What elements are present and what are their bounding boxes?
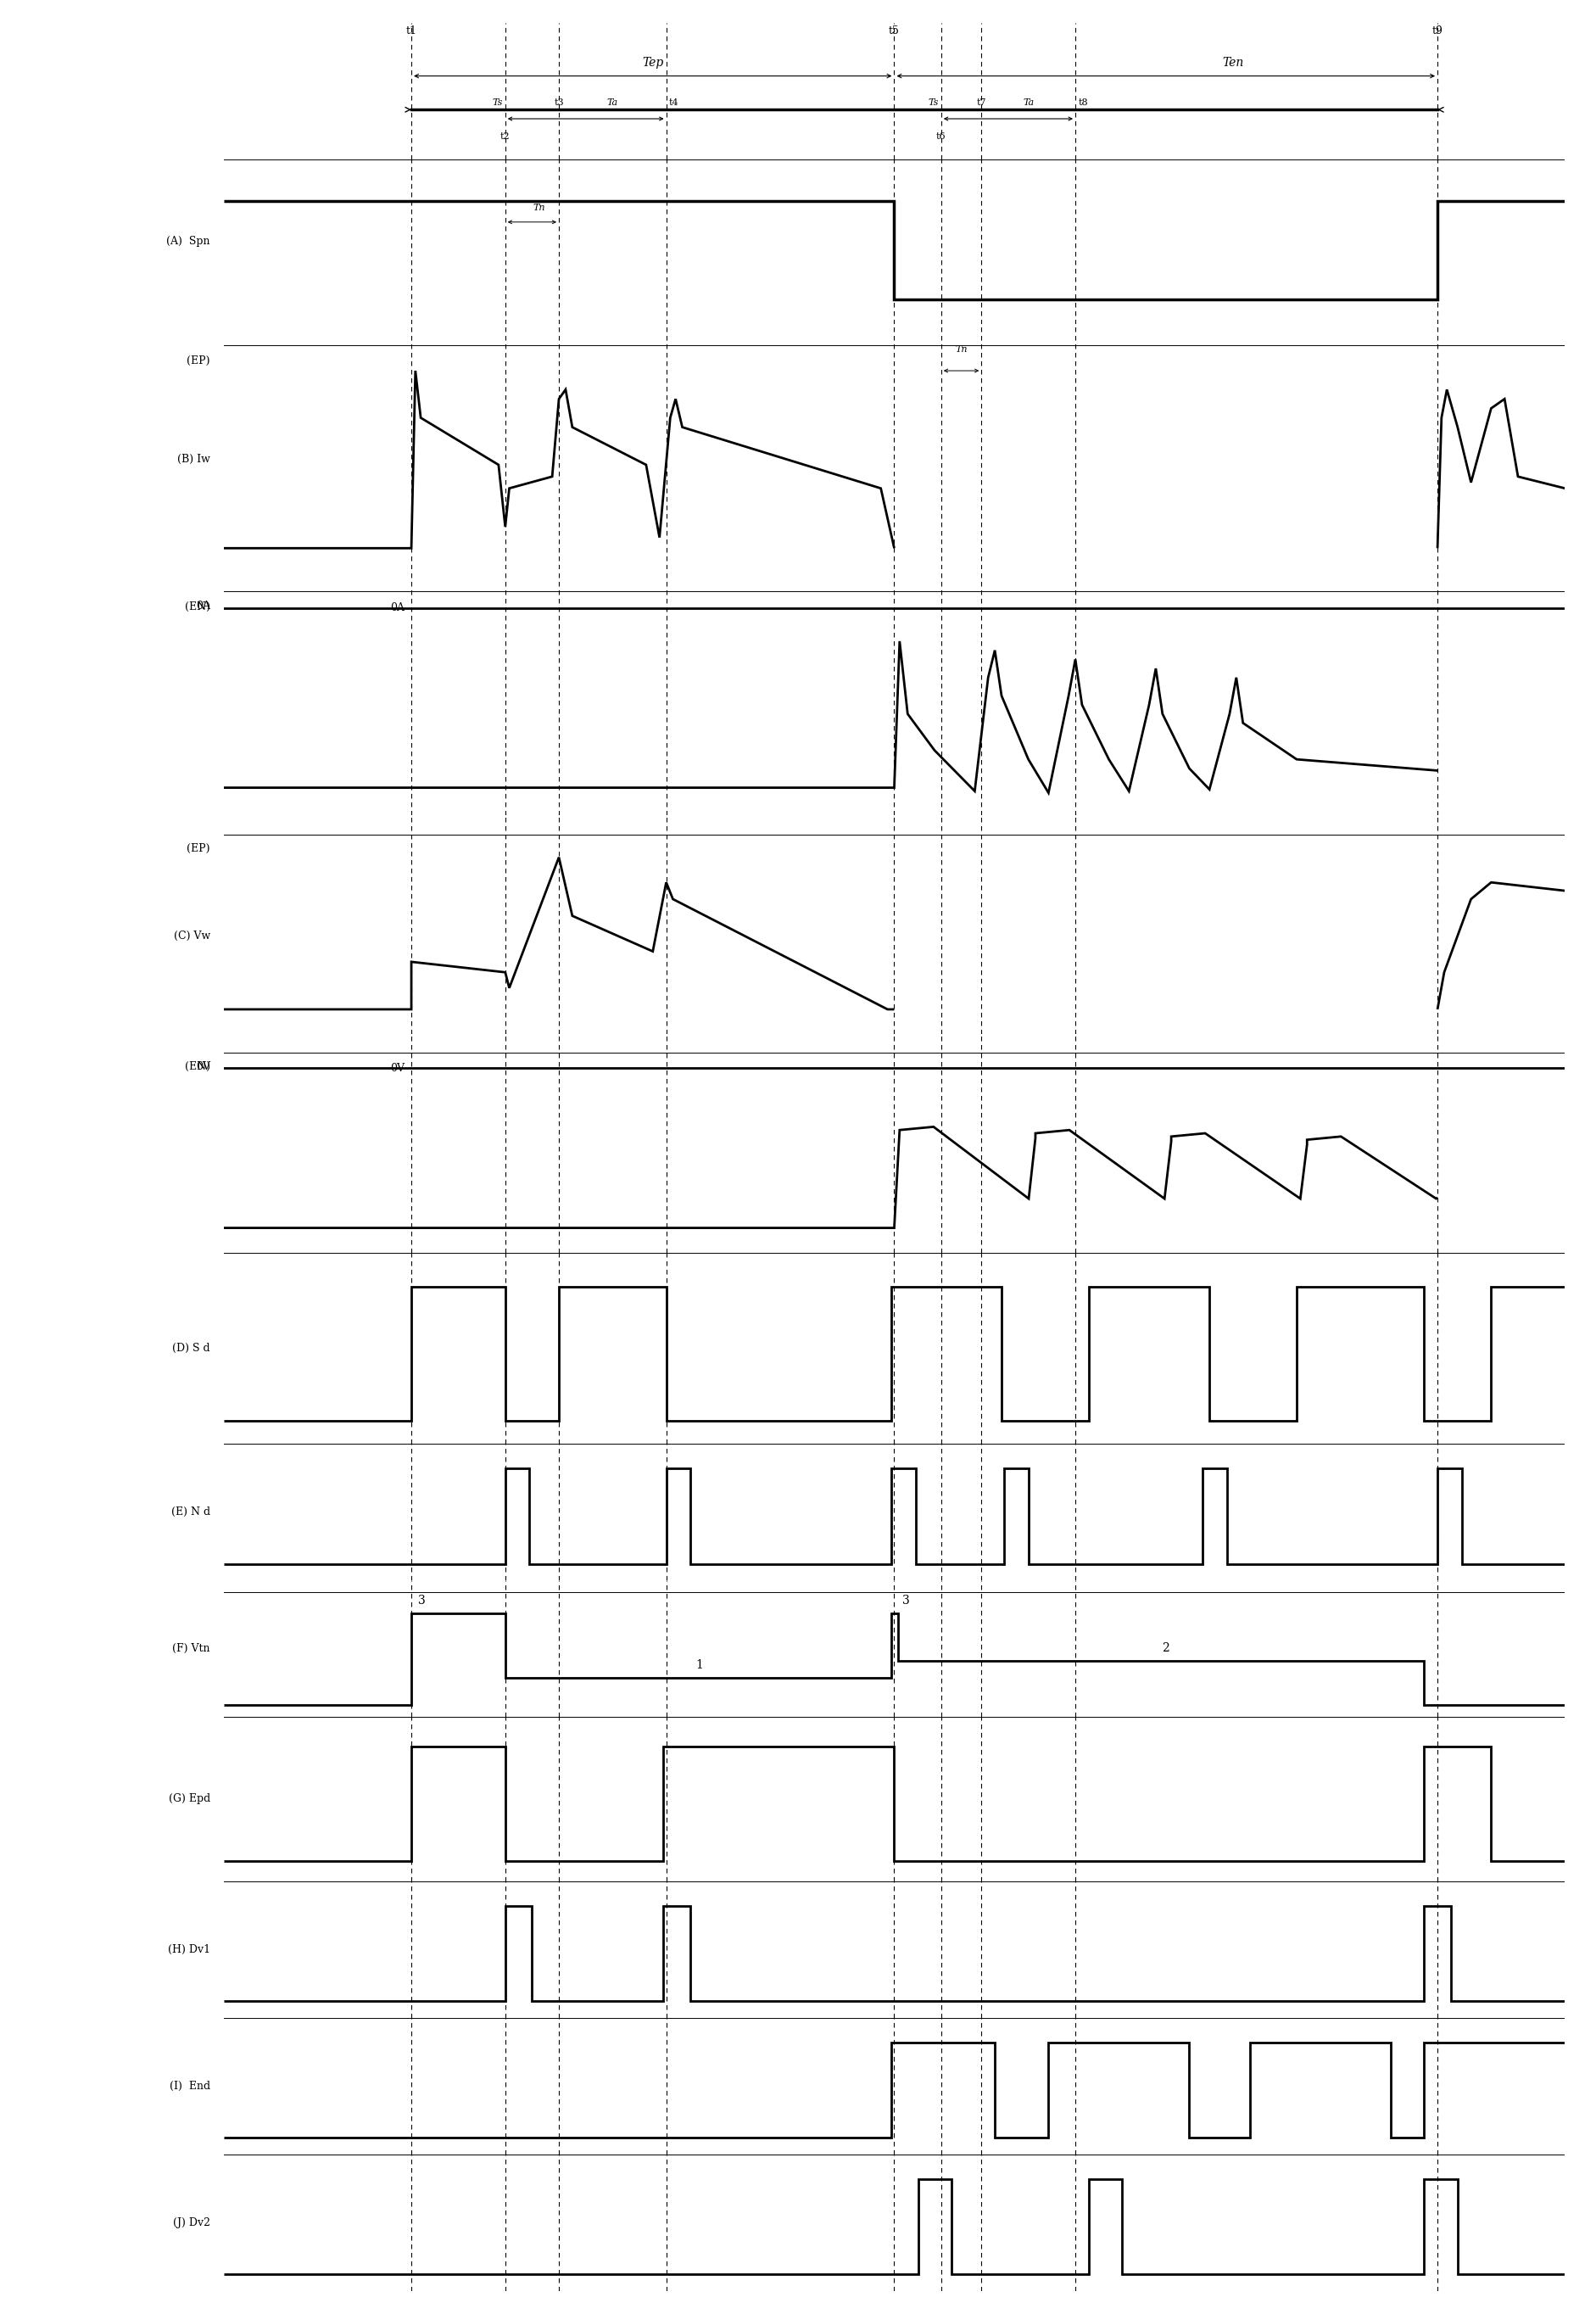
Text: Ta: Ta — [1023, 100, 1033, 106]
Text: (J) Dv2: (J) Dv2 — [172, 2217, 211, 2228]
Text: (F) Vtn: (F) Vtn — [172, 1643, 211, 1655]
Text: (EN): (EN) — [185, 1062, 211, 1071]
Text: Ts: Ts — [927, 100, 938, 106]
Text: t1: t1 — [405, 25, 417, 37]
Text: (G) Epd: (G) Epd — [168, 1793, 211, 1805]
Text: (C) Vw: (C) Vw — [174, 930, 211, 942]
Text: t3: t3 — [554, 100, 563, 106]
Text: (I)  End: (I) End — [169, 2080, 211, 2092]
Text: 0A: 0A — [389, 602, 404, 613]
Text: t6: t6 — [935, 132, 945, 141]
Text: t5: t5 — [889, 25, 899, 37]
Text: t2: t2 — [500, 132, 509, 141]
Text: 3: 3 — [902, 1594, 910, 1606]
Text: 0V: 0V — [389, 1062, 404, 1074]
Text: 1: 1 — [696, 1659, 704, 1671]
Text: 0A: 0A — [196, 602, 211, 611]
Text: (E) N d: (E) N d — [171, 1506, 211, 1518]
Text: Ts: Ts — [492, 100, 503, 106]
Text: Ta: Ta — [606, 100, 618, 106]
Text: (EP): (EP) — [187, 842, 211, 854]
Text: (B) Iw: (B) Iw — [177, 454, 211, 465]
Text: 2: 2 — [1162, 1643, 1168, 1655]
Text: t4: t4 — [669, 100, 678, 106]
Text: (A)  Spn: (A) Spn — [166, 236, 211, 248]
Text: (EP): (EP) — [187, 354, 211, 366]
Text: Tn: Tn — [533, 204, 544, 213]
Text: t7: t7 — [977, 100, 986, 106]
Text: Ten: Ten — [1221, 58, 1243, 69]
Text: (H) Dv1: (H) Dv1 — [168, 1944, 211, 1955]
Text: t8: t8 — [1077, 100, 1087, 106]
Text: 3: 3 — [418, 1594, 425, 1606]
Text: Tep: Tep — [642, 58, 664, 69]
Text: Tn: Tn — [954, 345, 967, 354]
Text: 0V: 0V — [196, 1062, 211, 1071]
Text: t9: t9 — [1432, 25, 1443, 37]
Text: (EN): (EN) — [185, 602, 211, 611]
Text: (D) S d: (D) S d — [172, 1342, 211, 1354]
